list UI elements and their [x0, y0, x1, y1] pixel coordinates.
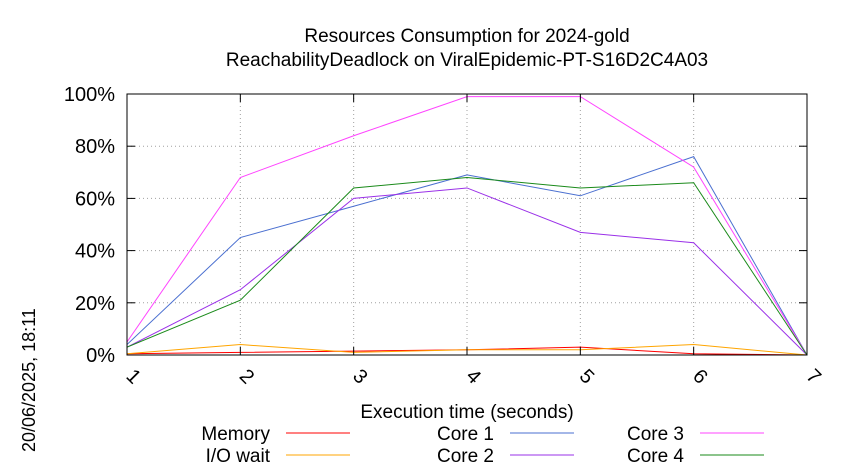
y-tick-label: 80% [75, 136, 115, 158]
x-tick-label: 2 [235, 365, 258, 388]
x-axis-ticks: 1 2 3 4 5 6 7 [122, 365, 825, 388]
y-axis-ticks: 0% 20% 40% 60% 80% 100% [64, 84, 115, 367]
x-tick-label: 7 [802, 365, 825, 388]
plot-frame [126, 93, 808, 356]
grid-lines [126, 93, 808, 356]
x-tick-label: 4 [462, 365, 485, 388]
chart-title: Resources Consumption for 2024-gold [304, 26, 629, 47]
y-tick-label: 60% [75, 188, 115, 210]
legend-label: Core 3 [627, 424, 684, 445]
x-tick-label: 5 [575, 365, 598, 388]
x-tick-label: 6 [688, 365, 711, 388]
y-tick-label: 100% [64, 84, 115, 106]
x-tick-label: 1 [122, 365, 145, 388]
chart-subtitle: ReachabilityDeadlock on ViralEpidemic-PT… [226, 50, 708, 71]
legend-label: Core 2 [437, 446, 494, 467]
series-line-core-2 [126, 187, 808, 356]
plot-border [126, 93, 808, 356]
y-tick-label: 0% [86, 345, 115, 367]
legend-label: I/O wait [206, 446, 271, 467]
series-line-core-3 [126, 96, 808, 356]
y-tick-label: 20% [75, 293, 115, 315]
legend-label: Core 4 [627, 446, 684, 467]
y-tick-label: 40% [75, 241, 115, 263]
series-line-core-1 [126, 156, 808, 356]
timestamp: 20/06/2025, 18:11 [19, 308, 39, 452]
x-axis-label: Execution time (seconds) [360, 402, 573, 423]
x-tick-label: 3 [348, 365, 371, 388]
legend-label: Core 1 [437, 424, 494, 445]
series-lines [126, 96, 808, 356]
series-line-core-4 [126, 177, 808, 356]
legend-label: Memory [201, 424, 270, 445]
